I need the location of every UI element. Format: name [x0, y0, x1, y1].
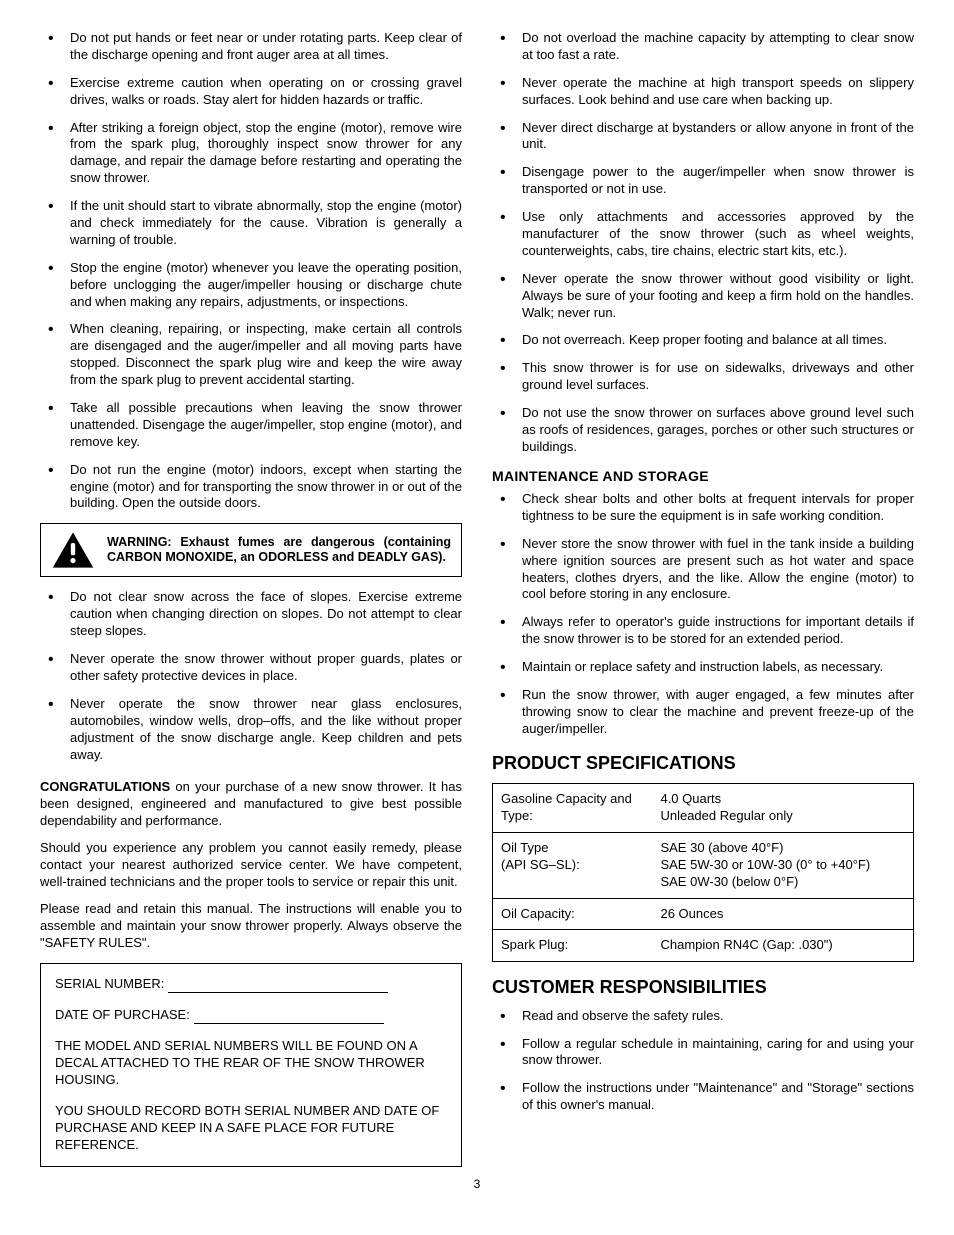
list-item: Maintain or replace safety and instructi…	[492, 659, 914, 676]
list-item: This snow thrower is for use on sidewalk…	[492, 360, 914, 394]
list-item: Stop the engine (motor) whenever you lea…	[40, 260, 462, 311]
congrats-paragraph: CONGRATULATIONS on your purchase of a ne…	[40, 779, 462, 830]
support-paragraph: Should you experience any problem you ca…	[40, 840, 462, 891]
spec-value: SAE 30 (above 40°F)SAE 5W-30 or 10W-30 (…	[652, 832, 913, 898]
list-item: Exercise extreme caution when operating …	[40, 75, 462, 109]
spec-label: Oil Type(API SG–SL):	[493, 832, 653, 898]
maintenance-bullet-list: Check shear bolts and other bolts at fre…	[492, 491, 914, 738]
spec-label: Gasoline Capacity and Type:	[493, 784, 653, 833]
product-spec-heading: PRODUCT SPECIFICATIONS	[492, 752, 914, 775]
customer-resp-heading: CUSTOMER RESPONSIBILITIES	[492, 976, 914, 999]
list-item: Use only attachments and accessories app…	[492, 209, 914, 260]
list-item: Do not overload the machine capacity by …	[492, 30, 914, 64]
record-keeping-note: YOU SHOULD RECORD BOTH SERIAL NUMBER AND…	[55, 1103, 447, 1154]
content-columns: Do not put hands or feet near or under r…	[40, 30, 914, 1167]
list-item: Never direct discharge at bystanders or …	[492, 120, 914, 154]
list-item: Do not overreach. Keep proper footing an…	[492, 332, 914, 349]
list-item: Never operate the snow thrower without p…	[40, 651, 462, 685]
date-purchase-field: DATE OF PURCHASE:	[55, 1007, 447, 1024]
decal-location-note: THE MODEL AND SERIAL NUMBERS WILL BE FOU…	[55, 1038, 447, 1089]
warning-text: WARNING: Exhaust fumes are dangerous (co…	[107, 535, 451, 566]
spec-row-spark-plug: Spark Plug: Champion RN4C (Gap: .030")	[493, 930, 914, 962]
list-item: Never operate the machine at high transp…	[492, 75, 914, 109]
list-item: Always refer to operator's guide instruc…	[492, 614, 914, 648]
customer-resp-list: Read and observe the safety rules. Follo…	[492, 1008, 914, 1114]
spec-value: 4.0 QuartsUnleaded Regular only	[652, 784, 913, 833]
date-label: DATE OF PURCHASE:	[55, 1007, 190, 1022]
list-item: Follow the instructions under "Maintenan…	[492, 1080, 914, 1114]
spec-row-oil-capacity: Oil Capacity: 26 Ounces	[493, 898, 914, 930]
record-box: SERIAL NUMBER: DATE OF PURCHASE: THE MOD…	[40, 963, 462, 1166]
spec-label: Oil Capacity:	[493, 898, 653, 930]
list-item: Never operate the snow thrower without g…	[492, 271, 914, 322]
list-item: Disengage power to the auger/impeller wh…	[492, 164, 914, 198]
congrats-label: CONGRATULATIONS	[40, 779, 170, 794]
spec-value: Champion RN4C (Gap: .030")	[652, 930, 913, 962]
list-item: Do not run the engine (motor) indoors, e…	[40, 462, 462, 513]
list-item: Take all possible precautions when leavi…	[40, 400, 462, 451]
warning-box: WARNING: Exhaust fumes are dangerous (co…	[40, 523, 462, 577]
spec-row-gasoline: Gasoline Capacity and Type: 4.0 QuartsUn…	[493, 784, 914, 833]
list-item: Do not put hands or feet near or under r…	[40, 30, 462, 64]
list-item: Do not use the snow thrower on surfaces …	[492, 405, 914, 456]
left-bullet-list-2: Do not clear snow across the face of slo…	[40, 589, 462, 763]
serial-input-line[interactable]	[168, 981, 388, 993]
right-column: Do not overload the machine capacity by …	[492, 30, 914, 1167]
manual-paragraph: Please read and retain this manual. The …	[40, 901, 462, 952]
left-column: Do not put hands or feet near or under r…	[40, 30, 462, 1167]
warning-triangle-icon	[51, 530, 95, 570]
list-item: After striking a foreign object, stop th…	[40, 120, 462, 188]
list-item: When cleaning, repairing, or inspecting,…	[40, 321, 462, 389]
left-bullet-list-1: Do not put hands or feet near or under r…	[40, 30, 462, 512]
list-item: If the unit should start to vibrate abno…	[40, 198, 462, 249]
serial-number-field: SERIAL NUMBER:	[55, 976, 447, 993]
spec-row-oil-type: Oil Type(API SG–SL): SAE 30 (above 40°F)…	[493, 832, 914, 898]
spec-label: Spark Plug:	[493, 930, 653, 962]
list-item: Run the snow thrower, with auger engaged…	[492, 687, 914, 738]
serial-label: SERIAL NUMBER:	[55, 976, 164, 991]
date-input-line[interactable]	[194, 1012, 384, 1024]
right-bullet-list-1: Do not overload the machine capacity by …	[492, 30, 914, 456]
list-item: Follow a regular schedule in maintaining…	[492, 1036, 914, 1070]
maintenance-heading: MAINTENANCE AND STORAGE	[492, 467, 914, 485]
list-item: Read and observe the safety rules.	[492, 1008, 914, 1025]
spec-table: Gasoline Capacity and Type: 4.0 QuartsUn…	[492, 783, 914, 962]
list-item: Never store the snow thrower with fuel i…	[492, 536, 914, 604]
list-item: Never operate the snow thrower near glas…	[40, 696, 462, 764]
page-number: 3	[40, 1177, 914, 1193]
list-item: Do not clear snow across the face of slo…	[40, 589, 462, 640]
spec-value: 26 Ounces	[652, 898, 913, 930]
list-item: Check shear bolts and other bolts at fre…	[492, 491, 914, 525]
